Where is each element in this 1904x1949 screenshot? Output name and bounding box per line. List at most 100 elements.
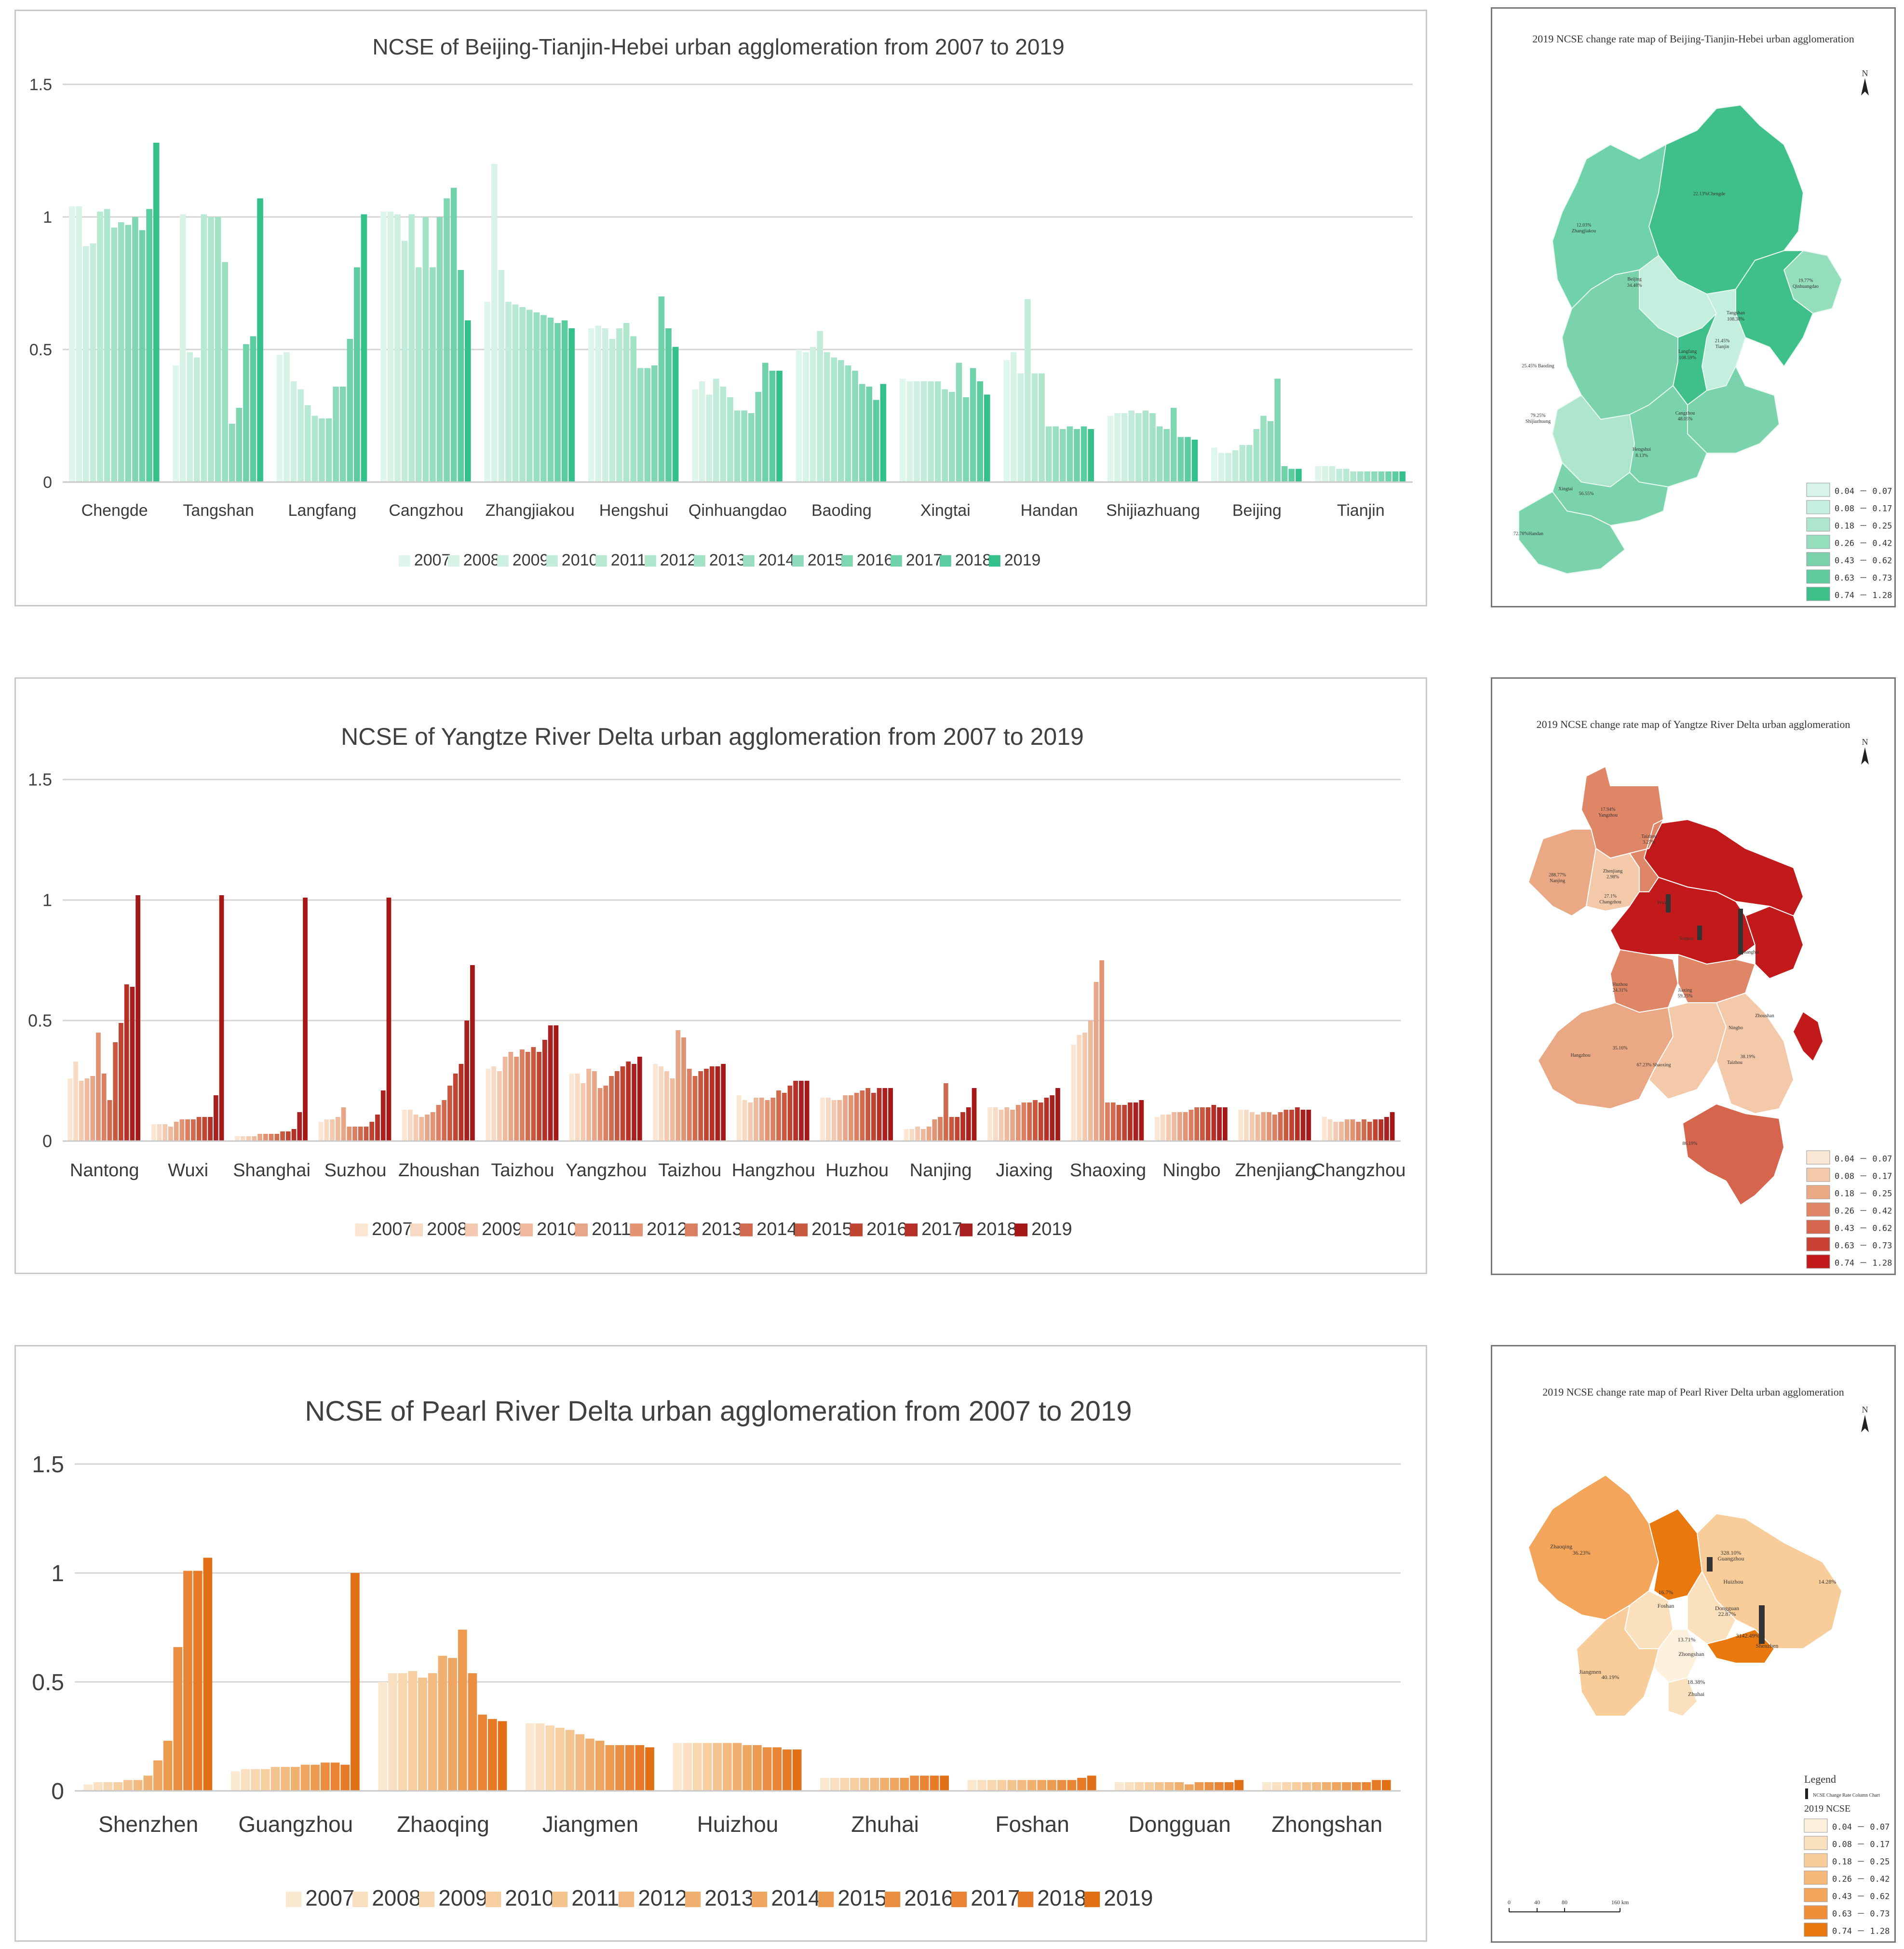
map-region-label: Shenzhen: [1756, 1642, 1779, 1649]
bar-foshan-2008: [977, 1780, 987, 1791]
bar-jiaxing-2011: [1010, 1110, 1015, 1141]
map-region-label: Taizhou: [1641, 834, 1657, 839]
legend-swatch: [546, 555, 558, 567]
bar-ningbo-2018: [1217, 1107, 1222, 1141]
bar-taizhou-2018: [548, 1025, 553, 1141]
bar-shijiazhuang-2015: [1163, 429, 1170, 482]
bar-chengde-2015: [125, 225, 132, 482]
bar-zhaoqing-2008: [388, 1673, 397, 1791]
bar-zhaoqing-2013: [438, 1655, 447, 1791]
bar-jiangmen-2015: [605, 1745, 615, 1791]
legend-swatch: [1084, 1892, 1100, 1908]
bar-nantong-2018: [130, 987, 135, 1141]
bar-qinhuangdao-2019: [776, 371, 783, 482]
bar-jiaxing-2019: [1055, 1088, 1060, 1141]
bar-tianjin-2008: [1322, 466, 1328, 482]
scale-label: 0: [1508, 1899, 1511, 1906]
map-region-label: Nanjing: [1550, 878, 1565, 884]
bar-nanjing-2015: [949, 1117, 954, 1141]
bar-handan-2018: [1080, 426, 1087, 482]
x-category-label: Cangzhou: [389, 501, 463, 520]
bar-qinhuangdao-2016: [755, 392, 762, 482]
bar-zhuhai-2012: [870, 1777, 879, 1791]
map-region-label: Hengshui: [1633, 447, 1651, 452]
bar-tangshan-2010: [194, 357, 200, 482]
legend-swatch: [619, 1892, 635, 1908]
legend-range-label: 0.18 － 0.25: [1835, 521, 1892, 531]
bar-cangzhou-2011: [408, 214, 415, 482]
legend-swatch: [575, 1223, 588, 1237]
bar-zhuhai-2016: [910, 1775, 919, 1791]
bar-huzhou-2010: [837, 1100, 842, 1141]
bar-ningbo-2014: [1194, 1107, 1200, 1141]
bar-xingtai-2007: [900, 378, 906, 482]
bar-zhaoqing-2018: [487, 1719, 497, 1791]
map-bth-labels: 12.03%Zhangjiakou 22.13%Chengde Beijing34.…: [1513, 191, 1819, 537]
map-region-label: 79.25%: [1531, 413, 1546, 418]
bar-wuxi-2016: [202, 1117, 207, 1141]
y-tick-label: 1: [43, 208, 52, 227]
bar-baoding-2013: [838, 360, 844, 482]
bar-zhenjiang-2013: [1272, 1115, 1277, 1141]
legend-label: 2009: [482, 1219, 523, 1239]
map-region-label: Langfang: [1678, 349, 1697, 354]
bar-handan-2013: [1045, 426, 1052, 482]
legend-swatch: [1806, 1220, 1830, 1234]
map-region-label: 67.23% Shaoxing: [1636, 1062, 1671, 1068]
bar-huzhou-2008: [826, 1098, 831, 1141]
bar-dongguan-2015: [1194, 1782, 1204, 1791]
bar-beijing-2015: [1267, 421, 1274, 482]
bar-tianjin-2017: [1385, 471, 1391, 482]
bar-handan-2011: [1031, 373, 1038, 482]
bar-shanghai-2010: [252, 1136, 257, 1141]
legend-swatch: [1804, 1853, 1828, 1868]
bar-hangzhou-2008: [742, 1100, 747, 1141]
bar-ningbo-2016: [1205, 1107, 1211, 1141]
legend-swatch: [520, 1223, 533, 1237]
bar-dongguan-2018: [1224, 1782, 1234, 1791]
legend-label: 2008: [463, 551, 500, 569]
x-category-label: Huizhou: [697, 1812, 779, 1837]
legend-label: 2017: [971, 1885, 1020, 1910]
bar-ningbo-2015: [1200, 1107, 1205, 1141]
bar-zhongshan-2009: [1282, 1782, 1291, 1791]
legend-range-label: 0.04 － 0.07: [1832, 1822, 1890, 1832]
legend-swatch: [497, 555, 509, 567]
bar-suzhou-2019: [386, 898, 392, 1141]
map-region-label: 25.45% Baoding: [1522, 363, 1554, 369]
map-region-handan: [1518, 491, 1626, 575]
legend-label: 2010: [537, 1219, 578, 1239]
bar-huzhou-2016: [871, 1093, 876, 1141]
x-category-label: Qinhuangdao: [689, 501, 787, 520]
x-category-label: Zhuhai: [851, 1812, 919, 1837]
bar-jiaxing-2008: [993, 1107, 998, 1141]
bar-xingtai-2008: [906, 381, 913, 482]
bar-suzhou-2014: [358, 1127, 363, 1141]
scale-bar: 0 40 80 160 km: [1508, 1899, 1629, 1912]
bar-beijing-2014: [1260, 416, 1267, 482]
map-bth-legend: 0.04 － 0.07 0.08 － 0.17 0.18 － 0.25 0.26 － …: [1806, 483, 1892, 601]
bar-zhenjiang-2012: [1267, 1112, 1271, 1141]
bar-handan-2017: [1074, 429, 1080, 482]
bar-shaoxing-2011: [1094, 982, 1099, 1141]
bar-shanghai-2014: [274, 1134, 280, 1141]
bar-zhuhai-2014: [890, 1777, 899, 1791]
legend-swatch: [1806, 1185, 1830, 1199]
bar-foshan-2014: [1037, 1780, 1047, 1791]
bar-hengshui-2012: [623, 323, 630, 482]
y-tick-label: 0: [51, 1779, 64, 1804]
bar-chengde-2010: [90, 243, 96, 482]
bar-handan-2010: [1025, 299, 1031, 482]
bar-langfang-2013: [319, 418, 325, 482]
bar-hengshui-2018: [665, 328, 672, 482]
bar-zhangjiakou-2016: [547, 318, 554, 482]
bar-zhuhai-2010: [850, 1777, 859, 1791]
bar-jiaxing-2009: [999, 1110, 1004, 1141]
bar-baoding-2017: [866, 387, 872, 482]
bar-suzhou-2011: [341, 1107, 346, 1141]
bar-xingtai-2013: [942, 389, 948, 482]
bar-zhaoqing-2011: [418, 1677, 427, 1791]
legend-label: 2018: [1037, 1885, 1086, 1910]
change-rate-bar: [1707, 1557, 1713, 1572]
bar-ningbo-2013: [1188, 1110, 1194, 1141]
